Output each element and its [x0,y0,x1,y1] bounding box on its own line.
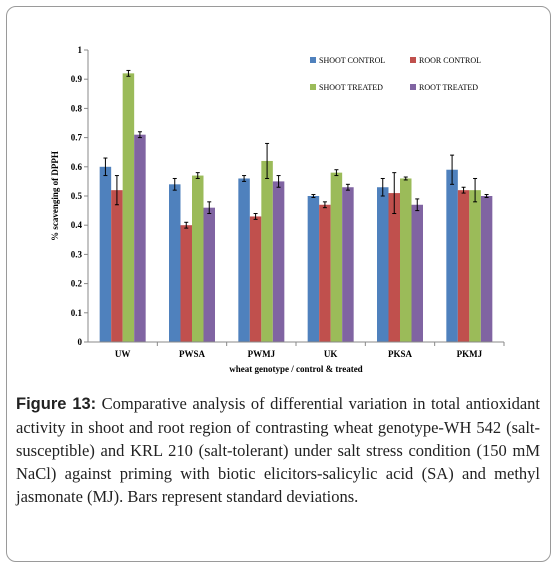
bar [192,175,204,342]
bar [330,172,343,342]
bar [180,225,192,342]
bar [388,193,400,342]
bar [307,196,320,342]
bar [238,178,250,342]
x-tick-label: PWSA [179,349,206,359]
bar [377,187,389,342]
bar [99,166,112,342]
bar [169,184,181,342]
legend: SHOOT CONTROL ROOR CONTROL SHOOT TREATED RO… [310,56,481,92]
bar [261,160,273,342]
bar [457,190,470,342]
x-tick-label: UW [115,349,131,359]
x-tick-label: PWMJ [248,349,276,359]
y-tick-label: 0.8 [71,103,83,113]
x-axis-tick-labels: UW PWSA PWMJ UK PKSA PKMJ [115,342,505,359]
legend-swatch [310,57,316,63]
y-tick-label: 0.3 [71,249,83,259]
y-tick-label: 0.5 [71,191,83,201]
legend-label: SHOOT CONTROL [319,56,385,65]
bar [111,190,123,342]
x-axis-title: wheat genotype / control & treated [229,364,362,374]
x-tick-label: UK [324,349,338,359]
y-tick-label: 0.4 [71,220,83,230]
y-tick-label: 0 [78,337,83,347]
caption-text: Comparative analysis of differential var… [16,394,540,506]
y-tick-label: 0.7 [71,133,83,143]
bar [319,204,331,342]
legend-label: ROOT TREATED [419,83,478,92]
y-tick-label: 0.6 [71,162,83,172]
y-axis-ticks: 0 0.1 0.2 0.3 0.4 0.5 0.6 0.7 0.8 0.9 1 [71,45,88,347]
bar [400,178,412,342]
bar-chart: 0 0.1 0.2 0.3 0.4 0.5 0.6 0.7 0.8 0.9 1 UW PWSA PWMJ… [50,45,505,374]
legend-swatch [310,84,316,90]
bar [411,204,423,342]
legend-swatch [410,84,416,90]
x-tick-label: PKMJ [457,349,483,359]
bar [249,216,262,342]
legend-label: SHOOT TREATED [319,83,383,92]
bar [203,207,215,342]
y-axis-title: % scavenging of DPPH [50,151,60,241]
caption-label: Figure 13: [16,395,97,413]
bar [272,181,285,342]
bar [469,190,481,342]
y-tick-label: 0.2 [71,279,83,289]
bar [342,187,354,342]
legend-label: ROOR CONTROL [419,56,481,65]
y-tick-label: 0.1 [71,308,83,318]
bar [122,73,135,343]
y-tick-label: 1 [78,45,83,55]
bar [446,169,458,342]
bar [480,196,493,342]
y-tick-label: 0.9 [71,74,83,84]
x-tick-label: PKSA [388,349,413,359]
figure-caption: Figure 13: Comparative analysis of diffe… [16,392,540,508]
legend-swatch [410,57,416,63]
bar [134,134,146,342]
bar-series [99,69,493,343]
